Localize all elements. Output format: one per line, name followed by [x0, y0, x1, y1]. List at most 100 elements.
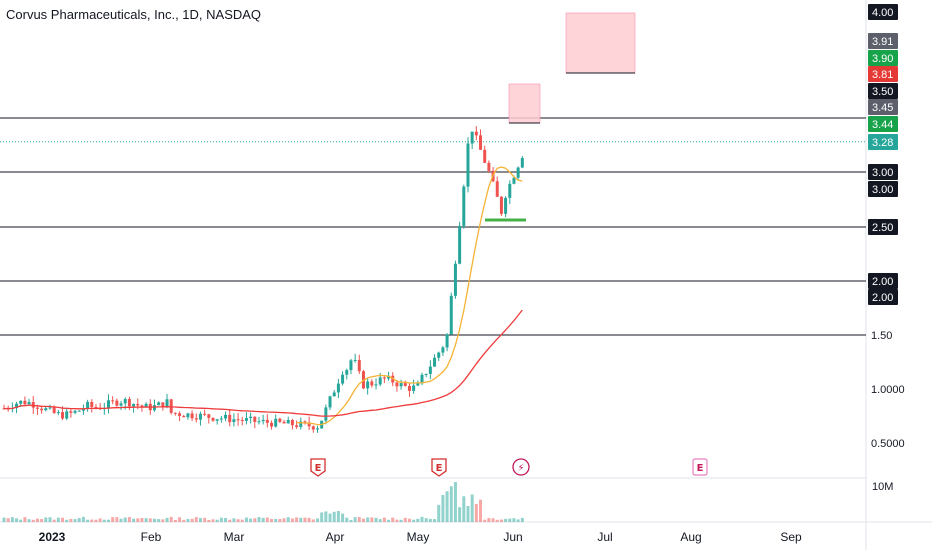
volume-bar: [149, 518, 152, 522]
volume-bar: [186, 519, 189, 522]
volume-bar: [212, 519, 215, 522]
candle-body: [383, 377, 386, 378]
candle-body: [466, 144, 469, 187]
candle-body: [408, 386, 411, 391]
volume-bar: [387, 520, 390, 522]
candle-body: [475, 132, 478, 136]
price-label-text: 3.91: [872, 36, 893, 48]
time-label: Sep: [780, 530, 802, 544]
candle-body: [471, 132, 474, 144]
price-label-text: 3.50: [872, 86, 893, 98]
price-label-dark: 2.00: [868, 273, 898, 289]
price-label-green: 3.90: [868, 50, 898, 66]
volume-bar: [11, 517, 14, 522]
volume-bar: [199, 518, 202, 522]
candle-body: [178, 413, 181, 416]
volume-bar: [44, 517, 47, 522]
volume-bar: [395, 520, 398, 522]
volume-bar: [19, 520, 22, 522]
candle-body: [450, 296, 453, 335]
candle-body: [504, 198, 507, 214]
candle-body: [333, 392, 336, 396]
volume-bar: [23, 517, 26, 522]
volume-bar: [283, 518, 286, 522]
volume-bar: [475, 504, 478, 522]
volume-bar: [349, 520, 352, 522]
candle-body: [446, 334, 449, 347]
candle-body: [521, 158, 524, 167]
volume-group: [3, 482, 524, 522]
volume-bar: [82, 517, 85, 522]
volume-bar: [145, 518, 148, 522]
candle-body: [291, 420, 294, 425]
candle-body: [358, 360, 361, 371]
candle-body: [132, 404, 135, 406]
volume-bar: [78, 518, 81, 522]
volume-bar: [28, 519, 31, 522]
candle-body: [354, 360, 357, 361]
candle-body: [170, 399, 173, 413]
price-label-text: 2.00: [872, 292, 893, 304]
candle-body: [36, 408, 39, 409]
volume-bar: [228, 520, 231, 522]
volume-bar: [408, 519, 411, 522]
volume-bar: [471, 495, 474, 522]
candle-body: [500, 197, 503, 214]
time-label: May: [407, 530, 430, 544]
price-label-text: 3.44: [872, 119, 893, 131]
candle-body: [316, 428, 319, 429]
candle-body: [212, 418, 215, 421]
candle-body: [278, 419, 281, 422]
candle-body: [199, 414, 202, 420]
time-label: 2023: [39, 530, 66, 544]
volume-bar: [207, 520, 210, 522]
event-marker-earnings: E: [311, 459, 325, 476]
candle-body: [224, 415, 227, 419]
volume-bar: [295, 517, 298, 522]
candle-body: [337, 384, 340, 393]
volume-bar: [182, 520, 185, 522]
volume-bar: [400, 520, 403, 522]
volume-bar: [345, 518, 348, 522]
price-label-text: 4.00: [872, 7, 893, 19]
volume-bar: [74, 519, 77, 522]
volume-bar: [36, 519, 39, 522]
candle-body: [241, 420, 244, 421]
time-label: Jul: [597, 530, 612, 544]
volume-bar: [32, 520, 35, 522]
volume-bar: [508, 519, 511, 522]
candle-body: [404, 383, 407, 386]
volume-bar: [391, 518, 394, 522]
candle-body: [57, 412, 60, 413]
candle-body: [216, 419, 219, 420]
volume-bar: [128, 517, 131, 522]
volume-bar: [249, 519, 252, 522]
event-glyph: ⚡: [517, 463, 524, 474]
candle-body: [379, 377, 382, 384]
volume-bar: [115, 517, 118, 522]
candle-body: [412, 386, 415, 391]
candle-body: [107, 400, 110, 408]
candle-body: [228, 415, 231, 422]
volume-axis-label: 10M: [872, 481, 893, 493]
candle-body: [65, 411, 68, 418]
volume-bar: [120, 519, 123, 522]
candle-body: [270, 423, 273, 427]
volume-bar: [3, 518, 6, 522]
volume-bar: [216, 520, 219, 522]
volume-bar: [454, 482, 457, 522]
price-label-text: 2.50: [872, 222, 893, 234]
volume-bar: [500, 520, 503, 522]
volume-bar: [404, 518, 407, 522]
candle-body: [479, 135, 482, 149]
volume-bar: [479, 500, 482, 522]
volume-bar: [446, 491, 449, 522]
candle-body: [425, 374, 428, 375]
volume-bar: [333, 512, 336, 522]
event-marker-earnings-upcoming: E: [693, 459, 707, 475]
candle-body: [28, 402, 31, 404]
volume-bar: [379, 519, 382, 522]
event-glyph: E: [436, 463, 443, 474]
candle-body: [249, 417, 252, 418]
